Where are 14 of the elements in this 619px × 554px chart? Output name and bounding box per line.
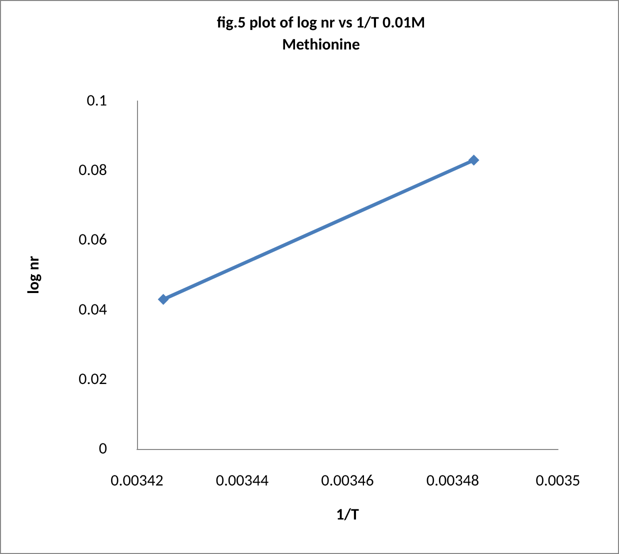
y-tick-label: 0.04 [78,300,107,320]
x-tick-label: 0.0035 [536,472,580,490]
x-tick-label: 0.00346 [321,472,374,490]
x-tick-label: 0.00342 [110,472,164,490]
chart-title: fig.5 plot of log nr vs 1/T 0.01M Methionine [216,14,426,54]
x-tick-label: 0.00348 [426,472,480,490]
y-tick-label: 0.08 [78,161,107,180]
x-axis-title: 1/T [336,506,360,524]
y-tick-label: 0.1 [86,92,107,110]
y-tick-label: 0.06 [78,230,107,250]
y-tick-label: 0 [98,440,107,458]
y-axis-title: log nr [24,256,44,294]
x-tick-label: 0.00344 [216,472,269,490]
y-tick-label: 0.02 [78,370,107,389]
